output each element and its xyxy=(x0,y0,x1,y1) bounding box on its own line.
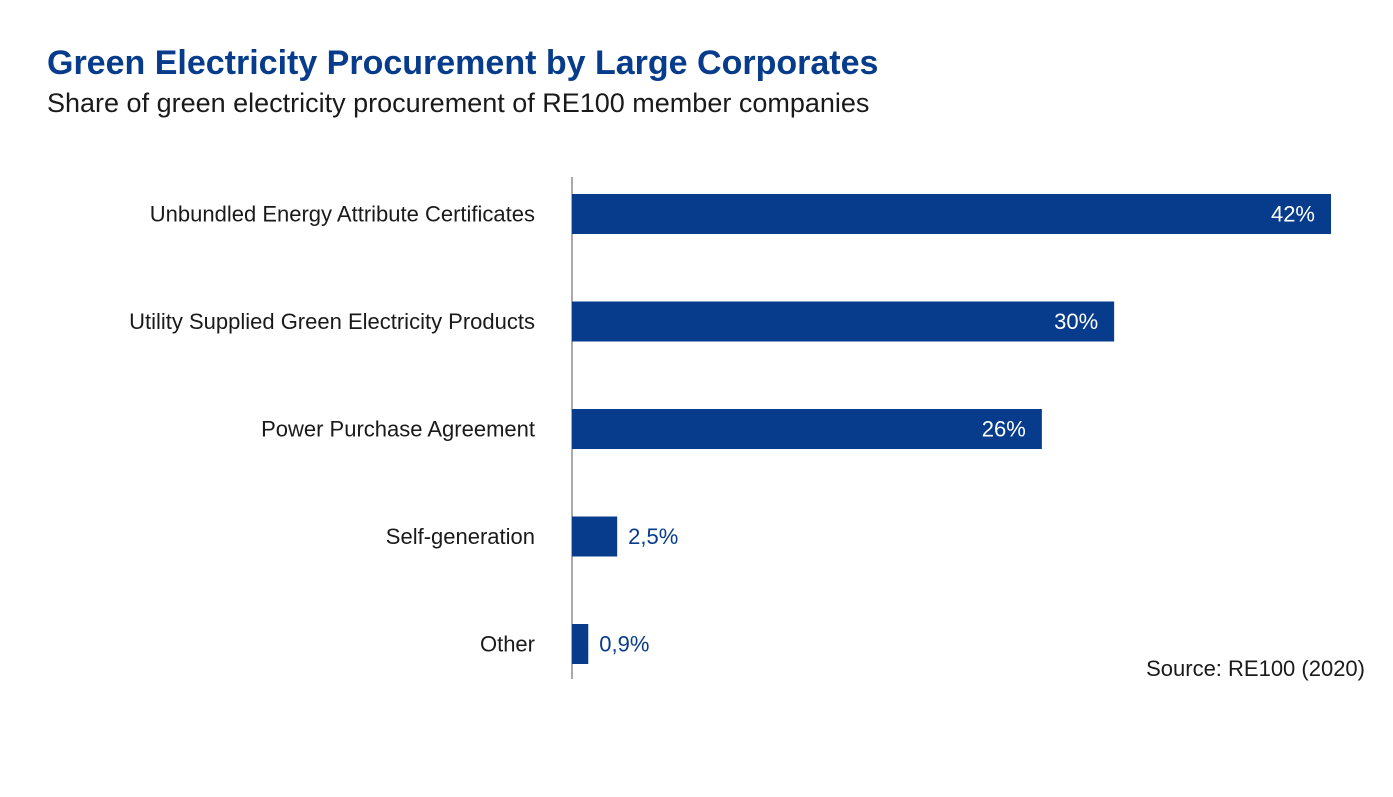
source-note: Source: RE100 (2020) xyxy=(1146,656,1365,681)
chart-title: Green Electricity Procurement by Large C… xyxy=(47,44,879,82)
value-label-2: 30% xyxy=(1054,309,1098,334)
category-label-2: Utility Supplied Green Electricity Produ… xyxy=(129,309,535,334)
bar-4 xyxy=(572,516,618,557)
chart-subtitle: Share of green electricity procurement o… xyxy=(47,88,870,118)
bar-2 xyxy=(572,301,1115,342)
value-label-4: 2,5% xyxy=(628,524,678,549)
bar-3 xyxy=(572,409,1042,449)
bar-5 xyxy=(572,624,589,664)
category-label-4: Self-generation xyxy=(386,524,535,549)
category-label-5: Other xyxy=(480,632,535,657)
value-label-5: 0,9% xyxy=(599,632,649,657)
value-label-3: 26% xyxy=(982,417,1026,442)
category-label-3: Power Purchase Agreement xyxy=(261,417,535,442)
value-label-1: 42% xyxy=(1271,202,1315,227)
category-label-1: Unbundled Energy Attribute Certificates xyxy=(150,202,535,227)
bar-1 xyxy=(572,194,1331,234)
